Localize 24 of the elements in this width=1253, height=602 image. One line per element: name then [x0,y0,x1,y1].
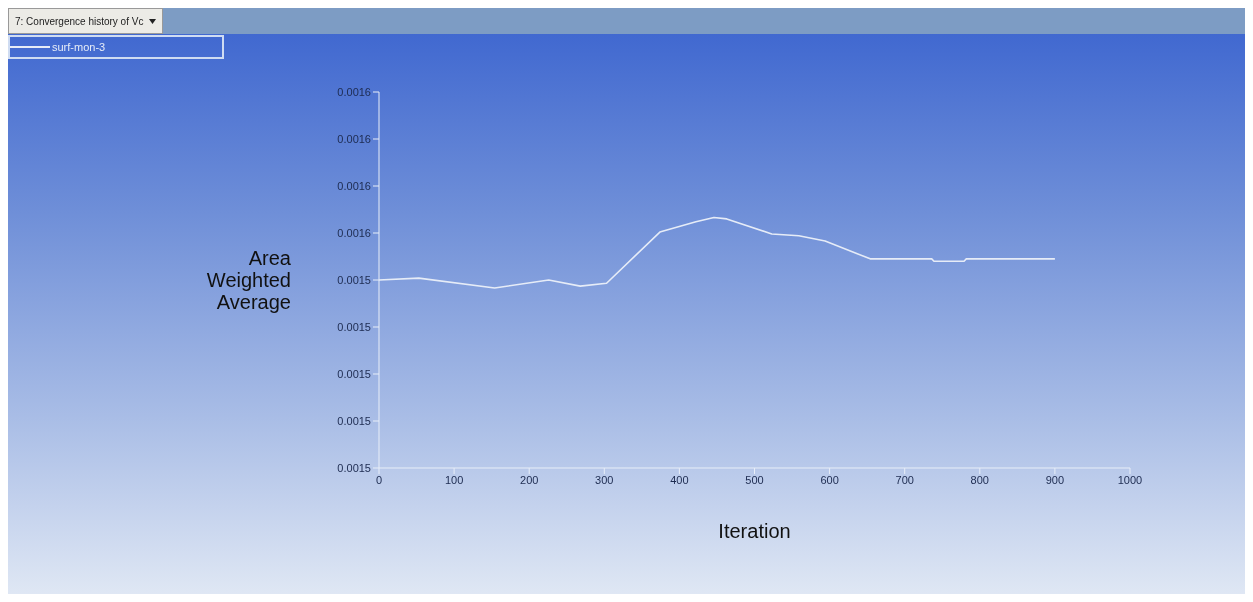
y-tick-label: 0.0015 [337,461,371,474]
y-tick-label: 0.0016 [337,226,371,239]
x-tick-label: 1000 [1117,473,1143,486]
x-tick-label: 700 [895,473,914,486]
y-tick-label: 0.0015 [337,320,371,333]
x-tick-label: 400 [670,473,689,486]
x-tick-label: 900 [1045,473,1065,486]
y-tick-label: 0.0016 [337,85,371,98]
y-tick-label: 0.0015 [337,414,371,427]
y-axis-title: Area Weighted Average [206,247,292,313]
y-tick-label: 0.0016 [337,179,371,192]
x-axis-title: Iteration [718,520,791,542]
legend-label: surf-mon-3 [52,41,106,53]
y-tick-label: 0.0015 [337,273,371,286]
text: 7: Convergence history of Vc [15,15,144,27]
x-tick-label: 600 [820,473,839,486]
x-tick-label: 300 [595,473,614,486]
x-tick-label: 800 [970,473,989,486]
y-tick-label: 0.0015 [337,367,371,380]
x-tick-label: 200 [520,473,539,486]
y-tick-label: 0.0016 [337,132,371,145]
x-tick-label: 0 [375,473,383,486]
x-tick-label: 100 [444,473,464,486]
x-tick-label: 500 [745,473,764,486]
